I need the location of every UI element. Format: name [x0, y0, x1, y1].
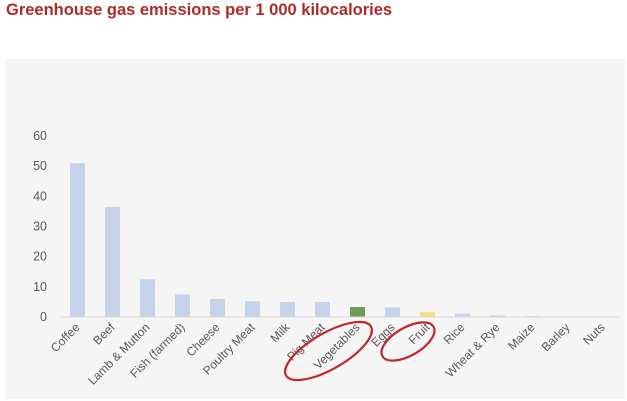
chart-panel: 0 10 20 30 40 50 60 Coffee Beef Lamb & Mutton Fis… [5, 59, 625, 399]
x-tick-label: Milk [268, 320, 294, 346]
y-tick-label: 50 [33, 159, 47, 173]
highlight-annotations [284, 320, 436, 382]
bar-poultry-meat [245, 301, 260, 317]
x-tick-label: Lamb & Mutton [85, 320, 152, 387]
y-tick-label: 20 [33, 250, 47, 264]
bars [70, 163, 610, 318]
x-tick-label: Nuts [580, 320, 607, 347]
bar-lamb-and-mutton [140, 279, 155, 317]
bar-wheat-and-rye [490, 315, 505, 317]
y-tick-label: 0 [40, 310, 47, 324]
bar-cheese [210, 298, 225, 317]
bar-pig-meat [315, 301, 330, 317]
bar-rice [455, 313, 470, 317]
x-tick-label: Coffee [48, 320, 83, 355]
highlight-circle-fruit [380, 321, 436, 362]
bar-coffee [70, 163, 85, 317]
bar-milk [280, 301, 295, 317]
y-tick-label: 60 [33, 129, 47, 143]
x-tick-label: Barley [539, 320, 573, 354]
x-tick-label: Beef [90, 320, 118, 348]
highlight-circle-vegetables [284, 320, 373, 382]
y-tick-label: 40 [33, 189, 47, 203]
chart-title: Greenhouse gas emissions per 1 000 kiloc… [6, 1, 393, 19]
y-tick-label: 30 [33, 220, 47, 234]
bar-vegetables [350, 307, 365, 317]
x-tick-label: Rice [441, 320, 468, 347]
bar-eggs [385, 307, 400, 317]
bar-fruit [420, 312, 435, 317]
y-axis-ticks: 0 10 20 30 40 50 60 [33, 129, 47, 324]
bar-fish-farmed [175, 294, 190, 317]
y-tick-label: 10 [33, 280, 47, 294]
bar-beef [105, 206, 120, 317]
x-tick-label: Maize [505, 320, 538, 353]
